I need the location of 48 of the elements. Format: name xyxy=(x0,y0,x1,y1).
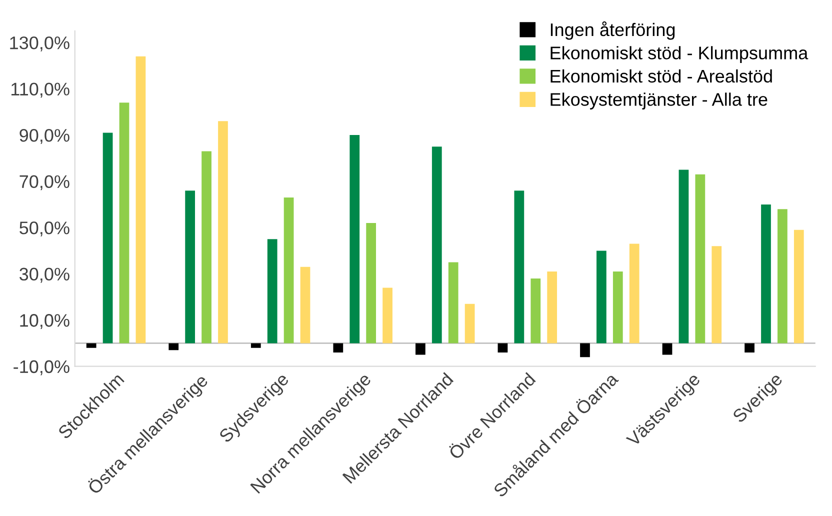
y-tick-label: 30,0% xyxy=(20,268,70,283)
bar xyxy=(102,132,113,344)
bar xyxy=(168,343,179,350)
bar xyxy=(350,135,360,344)
bar xyxy=(778,209,788,344)
y-tick-label: 10,0% xyxy=(20,314,70,329)
bar xyxy=(464,304,475,344)
bar xyxy=(300,266,310,344)
y-tick-label: 70,0% xyxy=(20,175,70,190)
bar xyxy=(366,222,376,344)
bar xyxy=(612,272,623,344)
legend-label: Ekonomiskt stöd - Klumpsumma xyxy=(550,46,808,63)
bar xyxy=(267,239,278,344)
bar xyxy=(136,56,146,344)
bar xyxy=(761,204,771,344)
y-tick-label: 130,0% xyxy=(10,36,70,52)
bar xyxy=(382,288,392,344)
bar xyxy=(530,278,541,344)
bar xyxy=(712,246,722,344)
bar xyxy=(432,146,442,344)
bar xyxy=(629,244,640,344)
bar xyxy=(202,151,212,344)
bar xyxy=(744,343,754,352)
bar xyxy=(218,121,228,344)
bar xyxy=(498,343,508,352)
bar xyxy=(547,272,558,344)
y-tick-label: 90,0% xyxy=(20,128,70,144)
bar xyxy=(662,343,672,355)
y-tick-label: -10,0% xyxy=(14,360,70,376)
bar xyxy=(250,343,261,348)
y-tick-label: 50,0% xyxy=(20,222,70,236)
bar xyxy=(119,102,130,344)
legend-label: Ekonomiskt stöd - Arealstöd xyxy=(550,69,772,83)
bar xyxy=(596,250,606,344)
bar xyxy=(794,230,804,344)
bar xyxy=(448,262,458,344)
bar xyxy=(514,190,524,344)
bar xyxy=(86,343,96,348)
legend-label: Ekosystemtjänster - Alla tre xyxy=(550,92,768,110)
bar xyxy=(416,343,426,355)
bar xyxy=(284,198,294,344)
bar xyxy=(695,174,706,344)
bar xyxy=(185,190,195,344)
bar xyxy=(580,343,590,358)
y-tick-label: 110,0% xyxy=(11,82,70,98)
legend-label: Ingen återföring xyxy=(550,21,675,40)
bar xyxy=(678,170,689,344)
bar xyxy=(333,343,344,352)
